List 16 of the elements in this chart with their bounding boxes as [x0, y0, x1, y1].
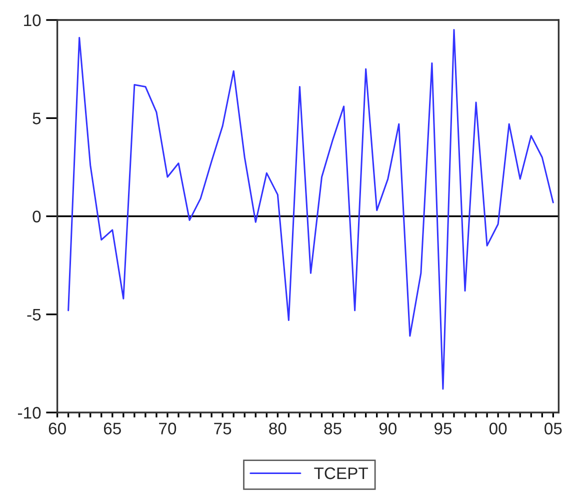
x-tick-label: 65 — [104, 422, 121, 434]
y-tick-label: -10 — [18, 406, 41, 419]
legend-label: TCEPT — [314, 467, 368, 480]
x-tick-label: 75 — [214, 422, 232, 434]
y-tick-label: 10 — [24, 14, 41, 26]
x-tick-label: 85 — [324, 422, 342, 434]
x-tick-label: 90 — [379, 422, 396, 434]
x-tick-label: 05 — [544, 422, 562, 434]
y-tick-label: -5 — [27, 308, 41, 321]
x-tick-label: 80 — [269, 422, 286, 434]
x-tick-label: 00 — [489, 422, 507, 434]
x-tick-label: 70 — [159, 422, 176, 434]
x-tick-label: 60 — [48, 422, 66, 434]
y-tick-label: 5 — [32, 112, 41, 124]
x-tick-label: 95 — [434, 422, 452, 434]
y-tick-label: 0 — [32, 210, 41, 222]
